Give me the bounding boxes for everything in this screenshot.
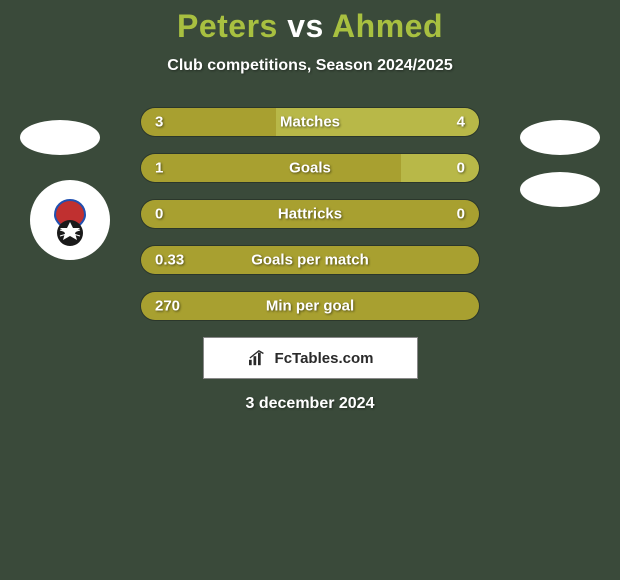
stat-value-right: 4 bbox=[457, 114, 465, 131]
chart-icon bbox=[247, 349, 269, 367]
title-player1: Peters bbox=[177, 8, 278, 44]
stat-value-left: 1 bbox=[155, 160, 163, 177]
brand-text: FcTables.com bbox=[275, 350, 374, 367]
date-text: 3 december 2024 bbox=[0, 395, 620, 413]
brand-box: FcTables.com bbox=[203, 337, 418, 379]
comparison-card: Peters vs Ahmed Club competitions, Seaso… bbox=[0, 0, 620, 413]
stat-label: Matches bbox=[280, 114, 340, 131]
stats-bars: 3 Matches 4 1 Goals 0 0 Hattricks 0 0.33 Goals per… bbox=[140, 107, 480, 321]
stat-bar-left bbox=[141, 154, 401, 182]
player2-club-placeholder bbox=[520, 172, 600, 207]
stat-row: 0.33 Goals per match bbox=[140, 245, 480, 275]
stat-row: 3 Matches 4 bbox=[140, 107, 480, 137]
club-badge-icon bbox=[40, 190, 100, 250]
stat-value-right: 0 bbox=[457, 160, 465, 177]
subtitle: Club competitions, Season 2024/2025 bbox=[0, 57, 620, 75]
stat-value-left: 0 bbox=[155, 206, 163, 223]
title-player2: Ahmed bbox=[332, 8, 443, 44]
stat-row: 0 Hattricks 0 bbox=[140, 199, 480, 229]
title-vs: vs bbox=[287, 8, 324, 44]
stat-row: 1 Goals 0 bbox=[140, 153, 480, 183]
stat-value-left: 3 bbox=[155, 114, 163, 131]
stat-bar-right bbox=[401, 154, 479, 182]
player1-avatar-placeholder bbox=[20, 120, 100, 155]
stat-row: 270 Min per goal bbox=[140, 291, 480, 321]
stat-label: Min per goal bbox=[266, 298, 354, 315]
stat-value-right: 0 bbox=[457, 206, 465, 223]
stat-label: Hattricks bbox=[278, 206, 342, 223]
player1-club-badge bbox=[30, 180, 110, 260]
stat-label: Goals bbox=[289, 160, 331, 177]
stat-value-left: 270 bbox=[155, 298, 180, 315]
stat-label: Goals per match bbox=[251, 252, 369, 269]
player2-avatar-placeholder bbox=[520, 120, 600, 155]
title: Peters vs Ahmed bbox=[0, 8, 620, 45]
stat-value-left: 0.33 bbox=[155, 252, 184, 269]
